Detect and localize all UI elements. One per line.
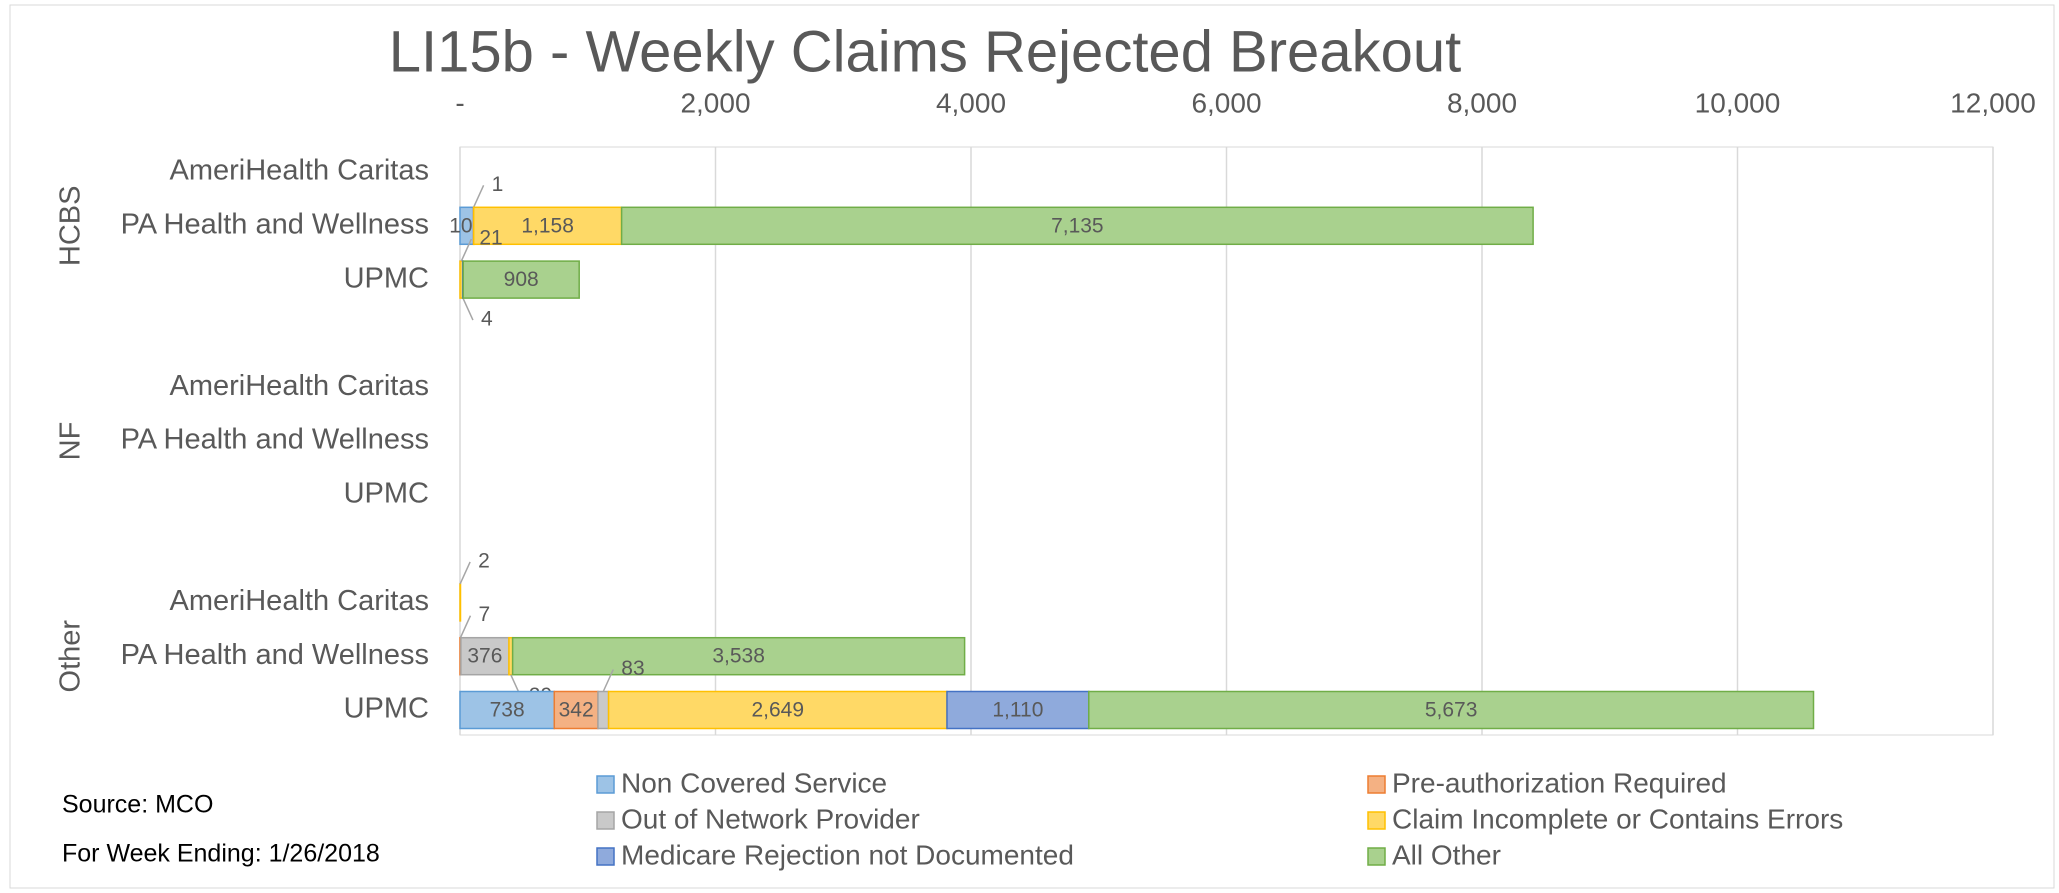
chart-title: LI15b - Weekly Claims Rejected Breakout bbox=[389, 19, 1461, 84]
data-label: 2 bbox=[478, 549, 490, 572]
leader-line bbox=[459, 615, 472, 639]
bar-segment bbox=[459, 690, 556, 730]
x-tick-label: 6,000 bbox=[1191, 87, 1261, 118]
leader-line bbox=[462, 297, 474, 321]
legend-swatch bbox=[1367, 811, 1386, 830]
data-label: 2,649 bbox=[751, 699, 804, 722]
x-tick-label: 12,000 bbox=[1950, 87, 2036, 118]
legend-swatch bbox=[596, 775, 615, 794]
bar-segment bbox=[597, 690, 610, 730]
bar-segment bbox=[1088, 690, 1815, 730]
bar-segment bbox=[472, 206, 623, 246]
leader-line bbox=[472, 184, 485, 208]
x-tick-label: 10,000 bbox=[1695, 87, 1781, 118]
y-tick-label: AmeriHealth Caritas bbox=[170, 370, 429, 402]
legend-label: Out of Network Provider bbox=[621, 803, 920, 834]
y-tick-label: PA Health and Wellness bbox=[121, 639, 429, 671]
leader-line bbox=[460, 238, 473, 262]
legend-swatch bbox=[596, 811, 615, 830]
data-label: 342 bbox=[559, 699, 594, 722]
data-label: 7,135 bbox=[1051, 214, 1104, 237]
bar-segment bbox=[460, 636, 510, 676]
legend-label: Medicare Rejection not Documented bbox=[621, 839, 1074, 870]
group-label: HCBS bbox=[55, 186, 87, 267]
data-label: 5,673 bbox=[1425, 699, 1478, 722]
y-tick-label: UPMC bbox=[344, 262, 429, 294]
leader-line bbox=[459, 561, 471, 585]
legend-swatch bbox=[596, 847, 615, 866]
data-label: 1,158 bbox=[521, 214, 574, 237]
data-label: 21 bbox=[479, 227, 502, 250]
x-tick-label: - bbox=[455, 87, 464, 118]
legend-swatch bbox=[1367, 775, 1386, 794]
data-label: 1,110 bbox=[992, 699, 1043, 722]
y-tick-label: AmeriHealth Caritas bbox=[170, 155, 429, 187]
data-label: 3,538 bbox=[712, 645, 765, 668]
source-note: Source: MCO bbox=[62, 791, 213, 819]
bar-segment bbox=[462, 260, 580, 299]
week-note: For Week Ending: 1/26/2018 bbox=[62, 840, 380, 868]
y-tick-label: UPMC bbox=[344, 477, 429, 509]
y-tick-label: PA Health and Wellness bbox=[121, 208, 429, 240]
data-label: 908 bbox=[504, 268, 539, 291]
y-tick-label: PA Health and Wellness bbox=[121, 424, 429, 456]
data-label: 7 bbox=[478, 603, 490, 626]
legend-label: All Other bbox=[1392, 839, 1501, 870]
legend-label: Pre-authorization Required bbox=[1392, 767, 1727, 798]
leader-line bbox=[602, 669, 614, 692]
bar-segment bbox=[553, 690, 599, 730]
data-label: 738 bbox=[490, 699, 525, 722]
legend-label: Non Covered Service bbox=[621, 767, 887, 798]
bar-segment bbox=[459, 583, 462, 622]
data-label: 4 bbox=[481, 308, 493, 331]
bar-segment bbox=[620, 206, 1534, 246]
data-label: 1 bbox=[492, 173, 504, 196]
data-label: 376 bbox=[467, 645, 502, 668]
data-label: 83 bbox=[621, 657, 644, 680]
bar-segment bbox=[511, 636, 966, 676]
y-tick-label: UPMC bbox=[344, 693, 429, 725]
x-tick-label: 4,000 bbox=[936, 87, 1006, 118]
chart-border bbox=[9, 4, 2055, 889]
x-tick-label: 8,000 bbox=[1447, 87, 1517, 118]
group-label: Other bbox=[55, 620, 87, 693]
group-label: NF bbox=[55, 422, 87, 461]
legend-swatch bbox=[1367, 847, 1386, 866]
y-tick-label: AmeriHealth Caritas bbox=[170, 585, 429, 617]
x-tick-label: 2,000 bbox=[680, 87, 750, 118]
legend-label: Claim Incomplete or Contains Errors bbox=[1392, 803, 1843, 834]
